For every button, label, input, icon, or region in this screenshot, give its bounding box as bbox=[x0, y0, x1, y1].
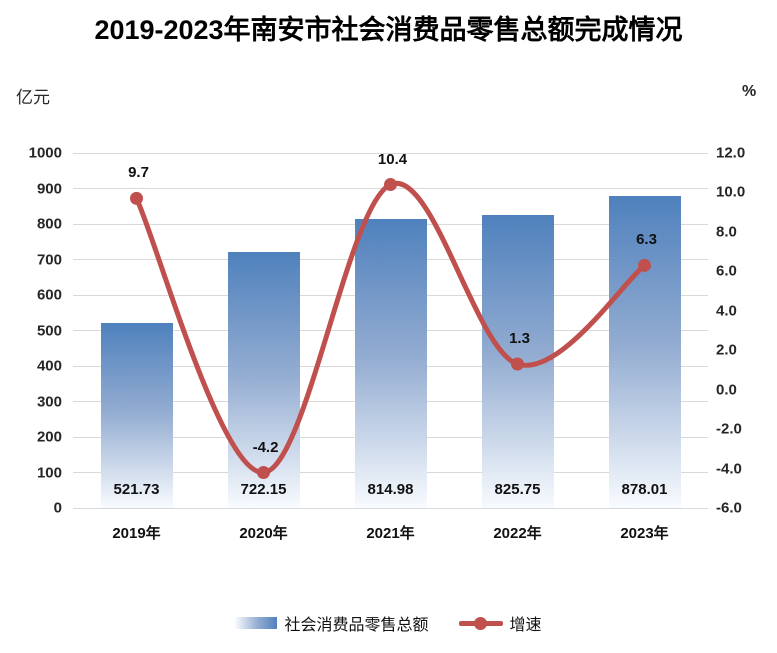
left-axis-tick-label: 0 bbox=[53, 499, 62, 517]
gridline bbox=[73, 507, 708, 509]
bar bbox=[354, 218, 427, 508]
left-axis-tick-label: 1000 bbox=[28, 144, 62, 162]
bar bbox=[100, 322, 173, 508]
legend-label: 社会消费品零售总额 bbox=[284, 617, 429, 634]
x-axis-label: 2021年 bbox=[366, 525, 415, 542]
bar bbox=[227, 251, 300, 508]
left-axis-tick-label: 600 bbox=[36, 286, 62, 304]
line-marker bbox=[130, 191, 143, 205]
line-value-label: -4.2 bbox=[252, 438, 279, 456]
bar-value-label: 814.98 bbox=[367, 481, 414, 498]
line-value-label: 6.3 bbox=[636, 231, 657, 249]
line-value-label: 9.7 bbox=[128, 164, 149, 182]
growth-line-layer bbox=[130, 178, 651, 479]
left-axis-tick-label: 900 bbox=[36, 180, 62, 197]
right-axis-tick-label: -6.0 bbox=[716, 499, 742, 517]
legend: 社会消费品零售总额 增速 bbox=[0, 606, 777, 640]
legend-item-retail-total: 社会消费品零售总额 bbox=[235, 611, 429, 635]
x-axis-label: 2022年 bbox=[493, 525, 542, 542]
line-value-label: 10.4 bbox=[377, 150, 408, 168]
bar-value-label: 521.73 bbox=[113, 481, 160, 498]
left-axis-tick-label: 400 bbox=[36, 357, 62, 375]
left-axis-tick-label: 100 bbox=[36, 464, 62, 481]
left-axis-tick-label: 500 bbox=[36, 322, 62, 339]
legend-label: 增速 bbox=[509, 617, 542, 634]
right-axis-tick-label: 0.0 bbox=[716, 381, 737, 399]
left-axis-unit-label: 亿元 bbox=[16, 88, 50, 107]
growth-line bbox=[134, 180, 647, 476]
left-axis-tick-label: 700 bbox=[36, 251, 62, 268]
left-axis-tick-label: 200 bbox=[36, 428, 62, 446]
right-axis-tick-label: 4.0 bbox=[716, 302, 737, 320]
x-axis-label: 2023年 bbox=[620, 525, 669, 542]
right-axis-tick-label: 8.0 bbox=[716, 223, 737, 241]
legend-item-growth-rate: 增速 bbox=[458, 611, 542, 635]
right-axis-tick-label: 10.0 bbox=[716, 183, 746, 201]
bar bbox=[608, 196, 681, 508]
gridline bbox=[73, 152, 708, 154]
right-axis-unit-label: % bbox=[742, 83, 757, 100]
x-axis-label: 2019年 bbox=[112, 525, 161, 542]
line-marker bbox=[384, 178, 397, 192]
x-axis-label: 2020年 bbox=[239, 525, 288, 542]
line-marker bbox=[257, 466, 270, 479]
line-marker bbox=[511, 357, 524, 371]
left-axis-tick-label: 300 bbox=[36, 393, 62, 410]
chart-title: 2019-2023年南安市社会消费品零售总额完成情况 bbox=[94, 15, 683, 45]
right-axis-tick-label: -4.0 bbox=[716, 460, 742, 478]
bar-value-label: 878.01 bbox=[621, 481, 668, 498]
bar-value-label: 722.15 bbox=[240, 481, 287, 498]
right-axis-tick-label: 6.0 bbox=[716, 262, 737, 280]
line-marker-swatch bbox=[458, 616, 503, 630]
right-axis-tick-label: 2.0 bbox=[716, 341, 737, 359]
right-axis-tick-label: 12.0 bbox=[716, 144, 746, 162]
bar-gradient-swatch bbox=[235, 617, 278, 629]
right-axis-tick-label: -2.0 bbox=[716, 420, 742, 438]
left-axis-tick-label: 800 bbox=[36, 215, 62, 233]
line-value-label: 1.3 bbox=[509, 330, 530, 348]
legend-line-dot bbox=[473, 616, 487, 630]
line-marker bbox=[638, 258, 651, 272]
bar-value-label: 825.75 bbox=[494, 481, 541, 498]
